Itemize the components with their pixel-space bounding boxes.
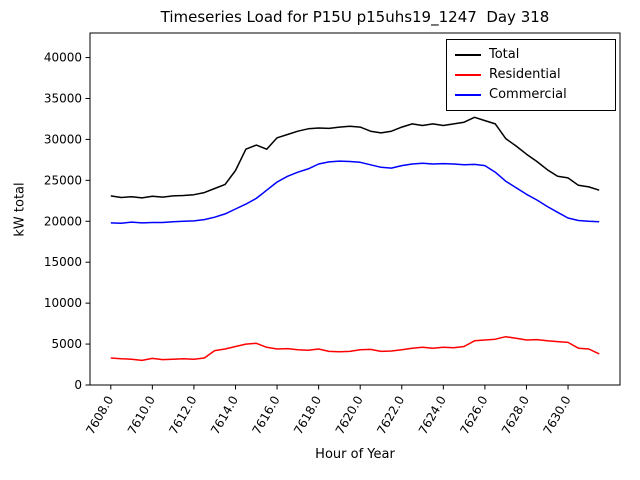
y-tick-label: 0 xyxy=(74,378,82,392)
y-axis-label: kW total xyxy=(12,182,28,237)
legend: Total Residential Commercial xyxy=(446,39,616,111)
x-tick-label: 7614.0 xyxy=(208,394,241,437)
x-tick-label: 7608.0 xyxy=(83,394,116,437)
y-tick-label: 15000 xyxy=(44,255,82,269)
x-tick-label: 7622.0 xyxy=(374,394,407,437)
x-tick-label: 7626.0 xyxy=(457,394,490,437)
legend-item-total: Total xyxy=(455,45,607,65)
y-tick-label: 35000 xyxy=(44,91,82,105)
series-line-total xyxy=(110,116,600,199)
x-tick-label: 7620.0 xyxy=(333,394,366,437)
legend-item-commercial: Commercial xyxy=(455,85,607,105)
legend-label-residential: Residential xyxy=(489,67,561,82)
x-tick-label: 7618.0 xyxy=(291,394,324,437)
y-tick-label: 20000 xyxy=(44,214,82,228)
chart-title: Timeseries Load for P15U p15uhs19_1247 D… xyxy=(160,8,550,26)
legend-line-commercial xyxy=(455,94,481,96)
y-tick-label: 40000 xyxy=(44,51,82,65)
x-tick-label: 7624.0 xyxy=(416,394,449,437)
y-tick-label: 25000 xyxy=(44,173,82,187)
x-axis-label: Hour of Year xyxy=(315,447,395,462)
series-line-commercial xyxy=(110,160,600,225)
legend-line-residential xyxy=(455,74,481,76)
x-tick-label: 7612.0 xyxy=(166,394,199,437)
x-tick-label: 7616.0 xyxy=(250,394,283,437)
legend-item-residential: Residential xyxy=(455,65,607,85)
y-tick-label: 30000 xyxy=(44,132,82,146)
axes-spines xyxy=(89,32,621,386)
series-line-residential xyxy=(110,335,600,362)
legend-label-total: Total xyxy=(489,47,520,62)
x-tick-label: 7610.0 xyxy=(125,394,158,437)
x-tick-label: 7628.0 xyxy=(499,394,532,437)
legend-label-commercial: Commercial xyxy=(489,87,567,102)
x-tick-label: 7630.0 xyxy=(541,394,574,437)
legend-line-total xyxy=(455,54,481,56)
y-tick-label: 10000 xyxy=(44,296,82,310)
y-tick-label: 5000 xyxy=(51,337,82,351)
